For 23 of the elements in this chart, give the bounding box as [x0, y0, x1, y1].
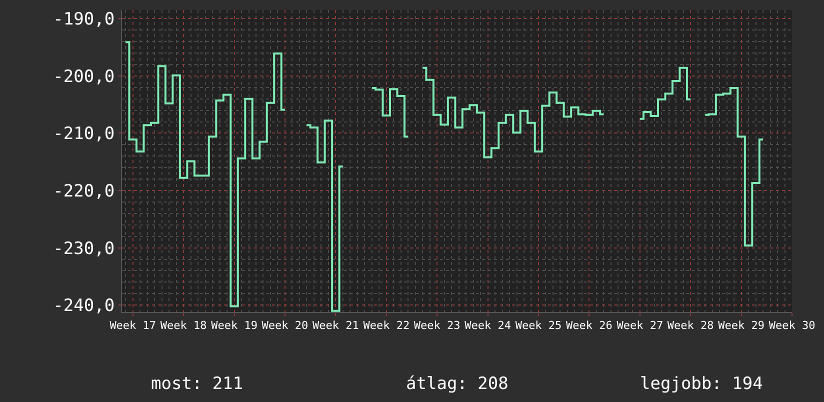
x-tick-label: Week 24	[464, 319, 512, 332]
y-tick-label: -200,0	[53, 66, 115, 87]
x-tick-label: Week 26	[566, 319, 612, 332]
y-tick-label: -220,0	[53, 181, 115, 202]
x-tick-label: Week 20	[262, 319, 308, 332]
y-tick-label: -210,0	[53, 124, 115, 144]
text: legjobb: 194	[640, 374, 763, 394]
x-tick-label: Week 25	[515, 319, 562, 332]
x-tick-label: Week 19	[211, 319, 258, 332]
x-tick-label: Week 29	[718, 319, 764, 332]
x-tick-label: Week 17	[110, 319, 156, 332]
text: most: 211	[151, 374, 244, 394]
y-tick-label: -240,0	[53, 296, 115, 316]
x-tick-label: Week 30	[768, 319, 816, 332]
y-tick-label: -190,0	[53, 10, 115, 30]
text: átlag: 208	[406, 374, 508, 394]
x-tick-label: Week 18	[160, 319, 207, 332]
x-tick-label: Week 22	[363, 319, 410, 332]
x-tick-label: Week 28	[667, 319, 714, 332]
y-tick-label: -230,0	[53, 238, 115, 259]
x-tick-label: Week 27	[616, 319, 664, 332]
x-tick-label: Week 23	[414, 319, 460, 332]
x-tick-label: Week 21	[312, 319, 359, 332]
